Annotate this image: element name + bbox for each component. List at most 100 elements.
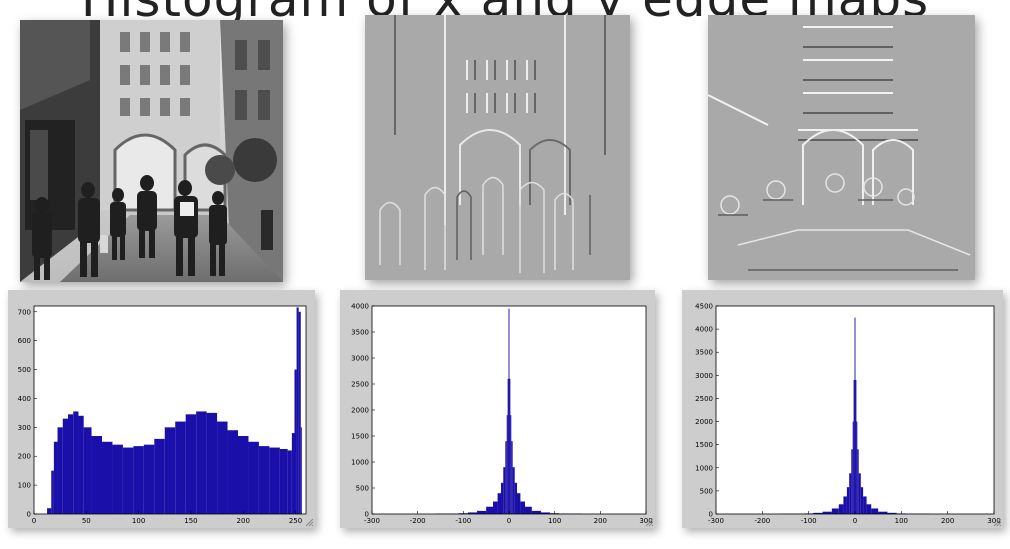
histogram-bar [507,378,509,514]
histogram-bar [73,411,79,514]
histogram-bar [856,421,858,514]
y-tick-label: 1000 [351,459,369,467]
y-tick-label: 1500 [695,441,713,449]
x-tick-label: 100 [132,517,145,525]
y-tick-label: 4000 [351,303,369,311]
histogram-bar [164,427,176,514]
x-edge-map [365,15,630,280]
histogram-bar [467,512,478,514]
histogram-bar [477,510,487,514]
x-tick-label: 200 [237,517,250,525]
histogram-bar [524,506,532,514]
y-tick-label: 2500 [695,395,713,403]
x-tick-label: 50 [82,517,91,525]
histogram-bar [849,473,852,514]
histogram-bar [497,493,502,514]
histogram-bar [227,430,238,514]
histogram-intensity: 0 50 100 150 200 250 0 100 200 300 400 500 600 700 [18,305,307,525]
histogram-bar [516,493,521,514]
x-tick-label: 0 [32,517,36,525]
histogram-bar [258,446,270,514]
histogram-bar [822,511,832,514]
x-tick-label: -300 [364,517,380,525]
histogram-bar [206,412,218,514]
y-tick-label: 0 [27,511,31,519]
x-tick-label: -300 [708,517,724,525]
histogram-bar [217,421,228,514]
histogram-bar [238,436,249,514]
axes-frame [33,305,307,515]
histogram-bar [512,467,515,514]
histogram-bar [514,482,517,514]
x-tick-label: -200 [754,517,770,525]
x-tick-label: 300 [987,517,1000,525]
x-tick-label: 150 [184,517,197,525]
histogram-bar [505,441,507,514]
histogram-window-1: 0 50 100 150 200 250 0 100 200 300 400 500 600 700 [8,290,315,528]
histogram-bar [185,414,197,514]
histogram-bar [112,444,123,514]
y-tick-label: 200 [18,453,31,461]
histogram-x-edges: -300 -200 -100 0 100 200 300050010001500200025… [351,303,653,526]
x-tick-label: 200 [941,517,954,525]
histogram-bar [47,508,52,514]
resize-grip-icon[interactable] [644,517,654,527]
histogram-bar [68,414,74,514]
histogram-bar [866,504,872,514]
y-tick-label: 2000 [351,407,369,415]
histogram-window-3: -300 -200 -100 0 100 200 300 0 500 1000 1500 2000 25… [682,290,1003,528]
y-tick-label: 4000 [695,326,713,334]
histogram-bar [294,369,297,514]
histogram-bar [831,508,839,514]
y-tick-label: 400 [18,395,31,403]
histogram-bar [501,482,504,514]
histogram-bar [846,487,850,514]
resize-grip-icon[interactable] [304,517,314,527]
y-tick-label: 500 [356,485,369,493]
y-tick-label: 2000 [695,418,713,426]
histogram-bar [508,308,510,514]
y-tick-label: 300 [18,424,31,432]
x-tick-label: 200 [594,517,607,525]
histogram-bar [143,444,155,514]
histogram-bar [248,441,259,514]
resize-grip-icon[interactable] [992,517,1002,527]
histogram-bar [860,487,864,514]
histogram-bar [813,512,823,514]
histogram-bar [486,506,494,514]
histogram-bar [133,446,144,514]
histogram-bar [531,510,541,514]
y-tick-label: 1000 [695,464,713,472]
histogram-bar [851,449,853,514]
x-tick-label: -200 [410,517,426,525]
histogram-bar [154,438,165,514]
x-tick-label: 250 [289,517,302,525]
histogram-bar [300,427,302,514]
y-tick-label: 700 [18,308,31,316]
grayscale-street-photo [20,20,283,282]
histogram-bar [853,379,855,514]
histogram-bar [91,436,102,514]
histogram-bar [287,450,292,514]
histogram-bar [291,433,295,514]
histogram-bar [102,441,113,514]
y-tick-label: 600 [18,337,31,345]
x-tick-label: 0 [507,517,511,525]
x-tick-label: -100 [455,517,471,525]
histogram-bar [540,512,551,514]
histogram-bar [51,470,54,514]
histogram-bar [857,449,859,514]
histogram-bar [175,421,186,514]
histogram-window-2: -300 -200 -100 0 100 200 300 0 500 1000 1500 2000 25… [340,290,655,528]
histogram-bar [510,415,512,514]
y-tick-label: 1500 [351,433,369,441]
histogram-bar [871,508,879,514]
histogram-bar [62,418,68,514]
y-tick-label: 500 [18,366,31,374]
y-tick-label: 3000 [351,355,369,363]
histogram-bar [843,496,847,514]
histogram-bar [520,501,525,514]
histogram-bar [78,415,84,514]
histogram-bar [493,501,498,514]
histogram-bar [296,307,299,514]
